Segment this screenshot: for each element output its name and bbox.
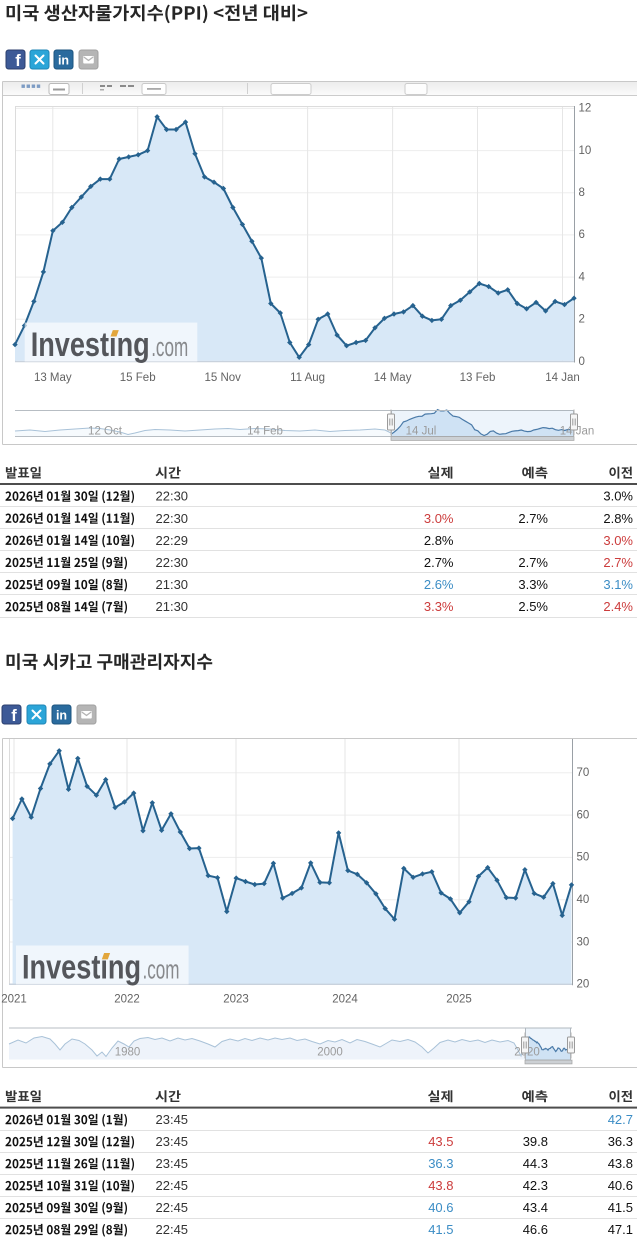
svg-text:41.5: 41.5 bbox=[608, 1200, 633, 1215]
svg-text:3.3%: 3.3% bbox=[424, 599, 454, 614]
svg-text:43.8: 43.8 bbox=[428, 1178, 453, 1193]
svg-text:60: 60 bbox=[577, 809, 590, 821]
svg-text:47.1: 47.1 bbox=[608, 1222, 633, 1237]
svg-text:4: 4 bbox=[579, 271, 586, 283]
svg-text:3.3%: 3.3% bbox=[518, 577, 548, 592]
svg-text:43.5: 43.5 bbox=[428, 1134, 453, 1149]
svg-text:2023: 2023 bbox=[223, 994, 249, 1006]
svg-text:f: f bbox=[11, 707, 17, 725]
svg-text:2.7%: 2.7% bbox=[518, 511, 548, 526]
svg-text:10: 10 bbox=[579, 145, 592, 157]
svg-text:in: in bbox=[56, 709, 67, 723]
svg-text:3.1%: 3.1% bbox=[603, 577, 633, 592]
svg-text:36.3: 36.3 bbox=[608, 1134, 633, 1149]
svg-text:22:45: 22:45 bbox=[156, 1178, 189, 1193]
svg-text:.com: .com bbox=[151, 332, 188, 362]
svg-text:21:30: 21:30 bbox=[156, 599, 189, 614]
svg-text:in: in bbox=[58, 54, 69, 68]
svg-text:41.5: 41.5 bbox=[428, 1222, 453, 1237]
svg-text:43.8: 43.8 bbox=[608, 1156, 633, 1171]
svg-text:14 Feb: 14 Feb bbox=[247, 426, 283, 438]
svg-text:2.7%: 2.7% bbox=[603, 555, 633, 570]
svg-text:14 May: 14 May bbox=[374, 372, 412, 384]
svg-text:2: 2 bbox=[579, 314, 585, 326]
svg-text:0: 0 bbox=[579, 356, 585, 368]
svg-text:2.7%: 2.7% bbox=[518, 555, 548, 570]
svg-text:40: 40 bbox=[577, 894, 590, 906]
svg-text:22:45: 22:45 bbox=[156, 1222, 189, 1237]
svg-text:39.8: 39.8 bbox=[523, 1134, 548, 1149]
svg-text:22:30: 22:30 bbox=[156, 489, 189, 504]
svg-text:40.6: 40.6 bbox=[608, 1178, 633, 1193]
svg-text:.com: .com bbox=[143, 955, 180, 985]
svg-text:46.6: 46.6 bbox=[523, 1222, 548, 1237]
svg-text:12 Oct: 12 Oct bbox=[88, 426, 123, 438]
svg-text:36.3: 36.3 bbox=[428, 1156, 453, 1171]
svg-text:14 Jul: 14 Jul bbox=[406, 426, 437, 438]
svg-text:3.0%: 3.0% bbox=[424, 511, 454, 526]
svg-text:12: 12 bbox=[579, 103, 592, 115]
svg-text:21:30: 21:30 bbox=[156, 577, 189, 592]
svg-text:2.5%: 2.5% bbox=[518, 599, 548, 614]
svg-text:23:45: 23:45 bbox=[156, 1156, 189, 1171]
svg-text:22:30: 22:30 bbox=[156, 555, 189, 570]
svg-text:2021: 2021 bbox=[1, 994, 27, 1006]
svg-text:2022: 2022 bbox=[114, 994, 140, 1006]
svg-text:20: 20 bbox=[577, 979, 590, 991]
svg-text:3.0%: 3.0% bbox=[603, 489, 633, 504]
svg-text:50: 50 bbox=[577, 852, 590, 864]
svg-text:42.7: 42.7 bbox=[608, 1112, 633, 1127]
svg-text:8: 8 bbox=[579, 187, 585, 199]
svg-text:2.8%: 2.8% bbox=[424, 533, 454, 548]
svg-text:Investıng: Investıng bbox=[31, 326, 150, 364]
svg-text:2.7%: 2.7% bbox=[424, 555, 454, 570]
svg-text:3.0%: 3.0% bbox=[603, 533, 633, 548]
svg-text:70: 70 bbox=[577, 767, 590, 779]
svg-text:1980: 1980 bbox=[115, 1047, 141, 1059]
svg-text:14 Jan: 14 Jan bbox=[560, 426, 595, 438]
svg-text:42.3: 42.3 bbox=[523, 1178, 548, 1193]
svg-text:22:45: 22:45 bbox=[156, 1200, 189, 1215]
svg-text:13 May: 13 May bbox=[34, 372, 72, 384]
svg-text:23:45: 23:45 bbox=[156, 1134, 189, 1149]
svg-text:15 Nov: 15 Nov bbox=[204, 372, 241, 384]
svg-text:2025: 2025 bbox=[446, 994, 472, 1006]
svg-text:11 Aug: 11 Aug bbox=[290, 372, 325, 384]
svg-text:40.6: 40.6 bbox=[428, 1200, 453, 1215]
svg-text:f: f bbox=[15, 52, 21, 70]
svg-text:2.4%: 2.4% bbox=[603, 599, 633, 614]
svg-text:2.6%: 2.6% bbox=[424, 577, 454, 592]
svg-text:15 Feb: 15 Feb bbox=[120, 372, 156, 384]
svg-text:44.3: 44.3 bbox=[523, 1156, 548, 1171]
svg-text:14 Jan: 14 Jan bbox=[545, 372, 580, 384]
svg-text:23:45: 23:45 bbox=[156, 1112, 189, 1127]
svg-text:43.4: 43.4 bbox=[523, 1200, 548, 1215]
svg-text:13 Feb: 13 Feb bbox=[460, 372, 496, 384]
svg-text:22:29: 22:29 bbox=[156, 533, 189, 548]
svg-text:22:30: 22:30 bbox=[156, 511, 189, 526]
svg-text:Investıng: Investıng bbox=[22, 949, 141, 987]
svg-text:6: 6 bbox=[579, 229, 585, 241]
svg-text:2024: 2024 bbox=[332, 994, 358, 1006]
svg-text:2.8%: 2.8% bbox=[603, 511, 633, 526]
svg-text:30: 30 bbox=[577, 936, 590, 948]
svg-text:2000: 2000 bbox=[317, 1047, 343, 1059]
